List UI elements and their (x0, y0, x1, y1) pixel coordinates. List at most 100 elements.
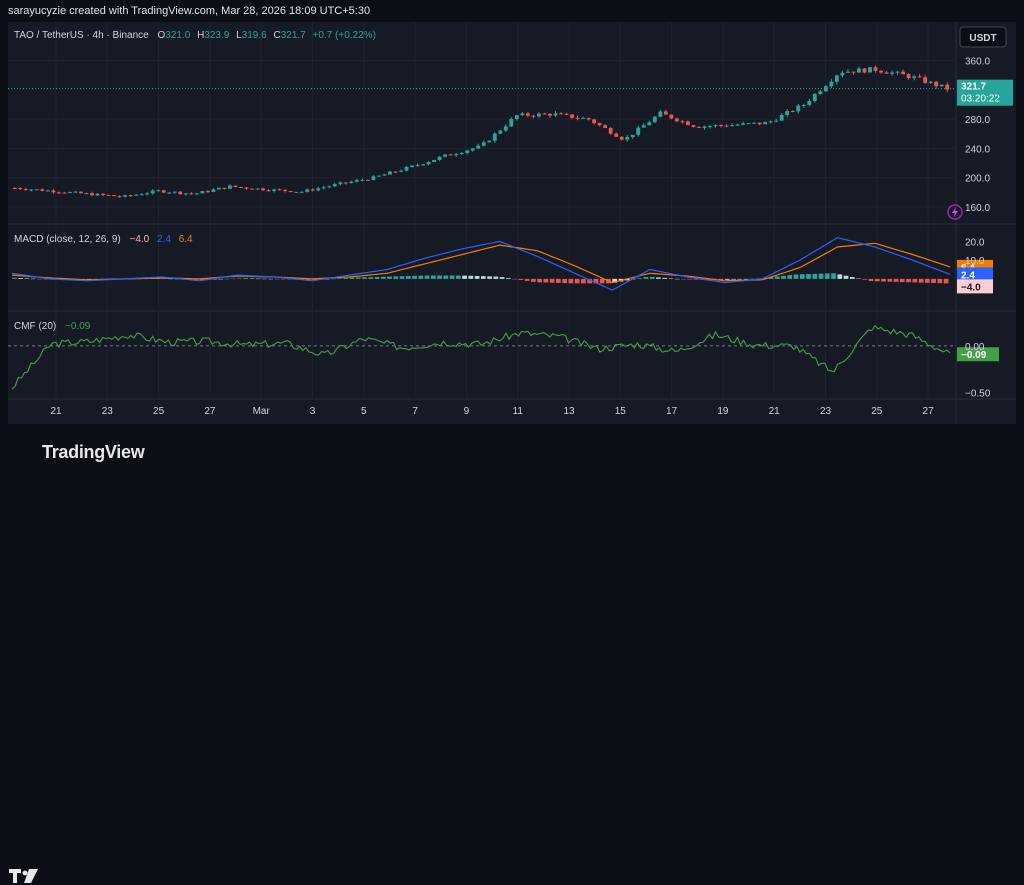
candle-body (51, 190, 56, 193)
brand-name: TradingView (42, 442, 145, 462)
price-axis[interactable]: 160.0 200.0 240.0 280.0 360.0 20.0 10.0 0.00 −0.… (965, 57, 991, 400)
candle-body (261, 188, 265, 191)
x-tick-label: 3 (310, 406, 316, 417)
macd-histogram-bar (574, 278, 580, 284)
macd-histogram-bar (518, 278, 524, 280)
macd-histogram-bar (837, 274, 843, 279)
macd-histogram-bar (918, 278, 924, 283)
candle-body (112, 195, 117, 197)
candle-body (548, 113, 552, 116)
candle-body (763, 122, 768, 125)
candle-body (18, 188, 23, 190)
macd-histogram-bar (724, 278, 730, 280)
candle-body (641, 125, 646, 128)
candle-body (29, 189, 34, 191)
macd-histogram-bar (212, 278, 217, 280)
candle-body (801, 104, 806, 106)
macd-histogram-bar (393, 276, 399, 279)
candle-body (327, 186, 332, 188)
macd-histogram-bar (643, 276, 649, 279)
currency-button[interactable] (959, 26, 1007, 48)
candle-body (586, 117, 591, 120)
candle-body (338, 182, 343, 185)
candle-body (145, 193, 150, 195)
chart-area[interactable]: 6.42.4−4.0 −0.09 160.0200.0240.0280.0360… (8, 22, 1016, 424)
candle-body (178, 191, 183, 195)
macd-histogram-bar (906, 278, 911, 283)
candle-body (45, 190, 50, 192)
candle-body (812, 94, 817, 101)
header-credit: sarayucyzie created with TradingView.com… (8, 5, 371, 17)
macd-histogram-bar (224, 278, 230, 280)
candle-body (332, 184, 337, 187)
candle-body (884, 72, 889, 74)
macd-histogram-bar (487, 276, 492, 279)
candle-body (873, 67, 878, 71)
candle-body (470, 148, 475, 151)
macd-histogram-bar (24, 278, 30, 279)
x-tick-label: 21 (769, 406, 781, 417)
macd-histogram-bar (612, 278, 618, 283)
chart-svg[interactable]: 6.42.4−4.0 −0.09 160.0200.0240.0280.0360… (8, 22, 1016, 424)
candle-body (608, 128, 613, 134)
candle-body (95, 193, 100, 196)
x-tick-label: 15 (615, 406, 627, 417)
macd-histogram-bar (424, 275, 430, 279)
candle-body (625, 137, 630, 140)
macd-histogram-bar (305, 278, 311, 280)
candle-body (669, 114, 674, 119)
candle-body (415, 165, 420, 167)
macd-legend[interactable]: MACD (close, 12, 26, 9) −4.0 2.4 6.4 (14, 234, 193, 245)
candle-body (779, 114, 784, 121)
lightning-icon-bolt (952, 207, 958, 218)
candle-body (691, 125, 696, 127)
macd-histogram-bar (380, 276, 386, 279)
candle-body (106, 194, 111, 196)
candle-body (752, 122, 757, 124)
candle-body (674, 118, 679, 122)
candle-body (410, 165, 414, 168)
macd-histogram-bar (349, 277, 355, 279)
x-tick-label: 9 (464, 406, 470, 417)
symbol-legend[interactable]: TAO / TetherUS · 4h · Binance O321.0 H32… (14, 30, 376, 41)
macd-histogram-bar (531, 278, 536, 282)
macd-histogram-bar (781, 275, 786, 279)
candle-body (84, 193, 89, 195)
candle-body (117, 196, 122, 198)
candle-body (62, 192, 67, 194)
candle-body (34, 189, 39, 191)
macd-histogram-bar (287, 278, 292, 280)
candle-body (525, 113, 530, 116)
price-tick-label: 200.0 (965, 174, 990, 185)
hist-badge (957, 279, 993, 294)
candle-body (492, 133, 497, 141)
currency-label[interactable]: USDT (969, 33, 996, 44)
macd-histogram-bar (937, 278, 943, 284)
cmf-pane[interactable]: −0.09 (8, 324, 999, 390)
x-tick-label: 25 (871, 406, 883, 417)
candle-body (156, 190, 161, 192)
macd-pane[interactable]: 6.42.4−4.0 (11, 236, 993, 294)
candle-body (250, 188, 254, 190)
macd-histogram-bar (468, 275, 474, 279)
macd-histogram-bar (199, 278, 205, 280)
macd-histogram-bar (506, 278, 511, 279)
macd-histogram-bar (355, 277, 361, 279)
candle-body (868, 67, 872, 73)
macd-histogram-bar (662, 277, 668, 279)
candles[interactable] (12, 65, 950, 198)
macd-histogram-bar (237, 278, 242, 279)
legend-open-label: O (157, 30, 165, 41)
candle-body (509, 119, 514, 127)
macd-histogram-bar (449, 275, 455, 279)
macd-histogram-bar (262, 278, 267, 280)
candle-body (371, 176, 376, 181)
time-axis[interactable]: 21 23 25 27 Mar 3 5 7 9 11 13 15 17 19 21 23 25 27 (50, 406, 934, 417)
candle-body (537, 113, 541, 117)
lightning-icon[interactable] (947, 204, 963, 220)
candle-body (459, 153, 464, 155)
candle-body (448, 154, 453, 156)
candle-body (399, 170, 403, 172)
cmf-legend[interactable]: CMF (20) −0.09 (14, 321, 91, 332)
candle-body (890, 72, 894, 74)
